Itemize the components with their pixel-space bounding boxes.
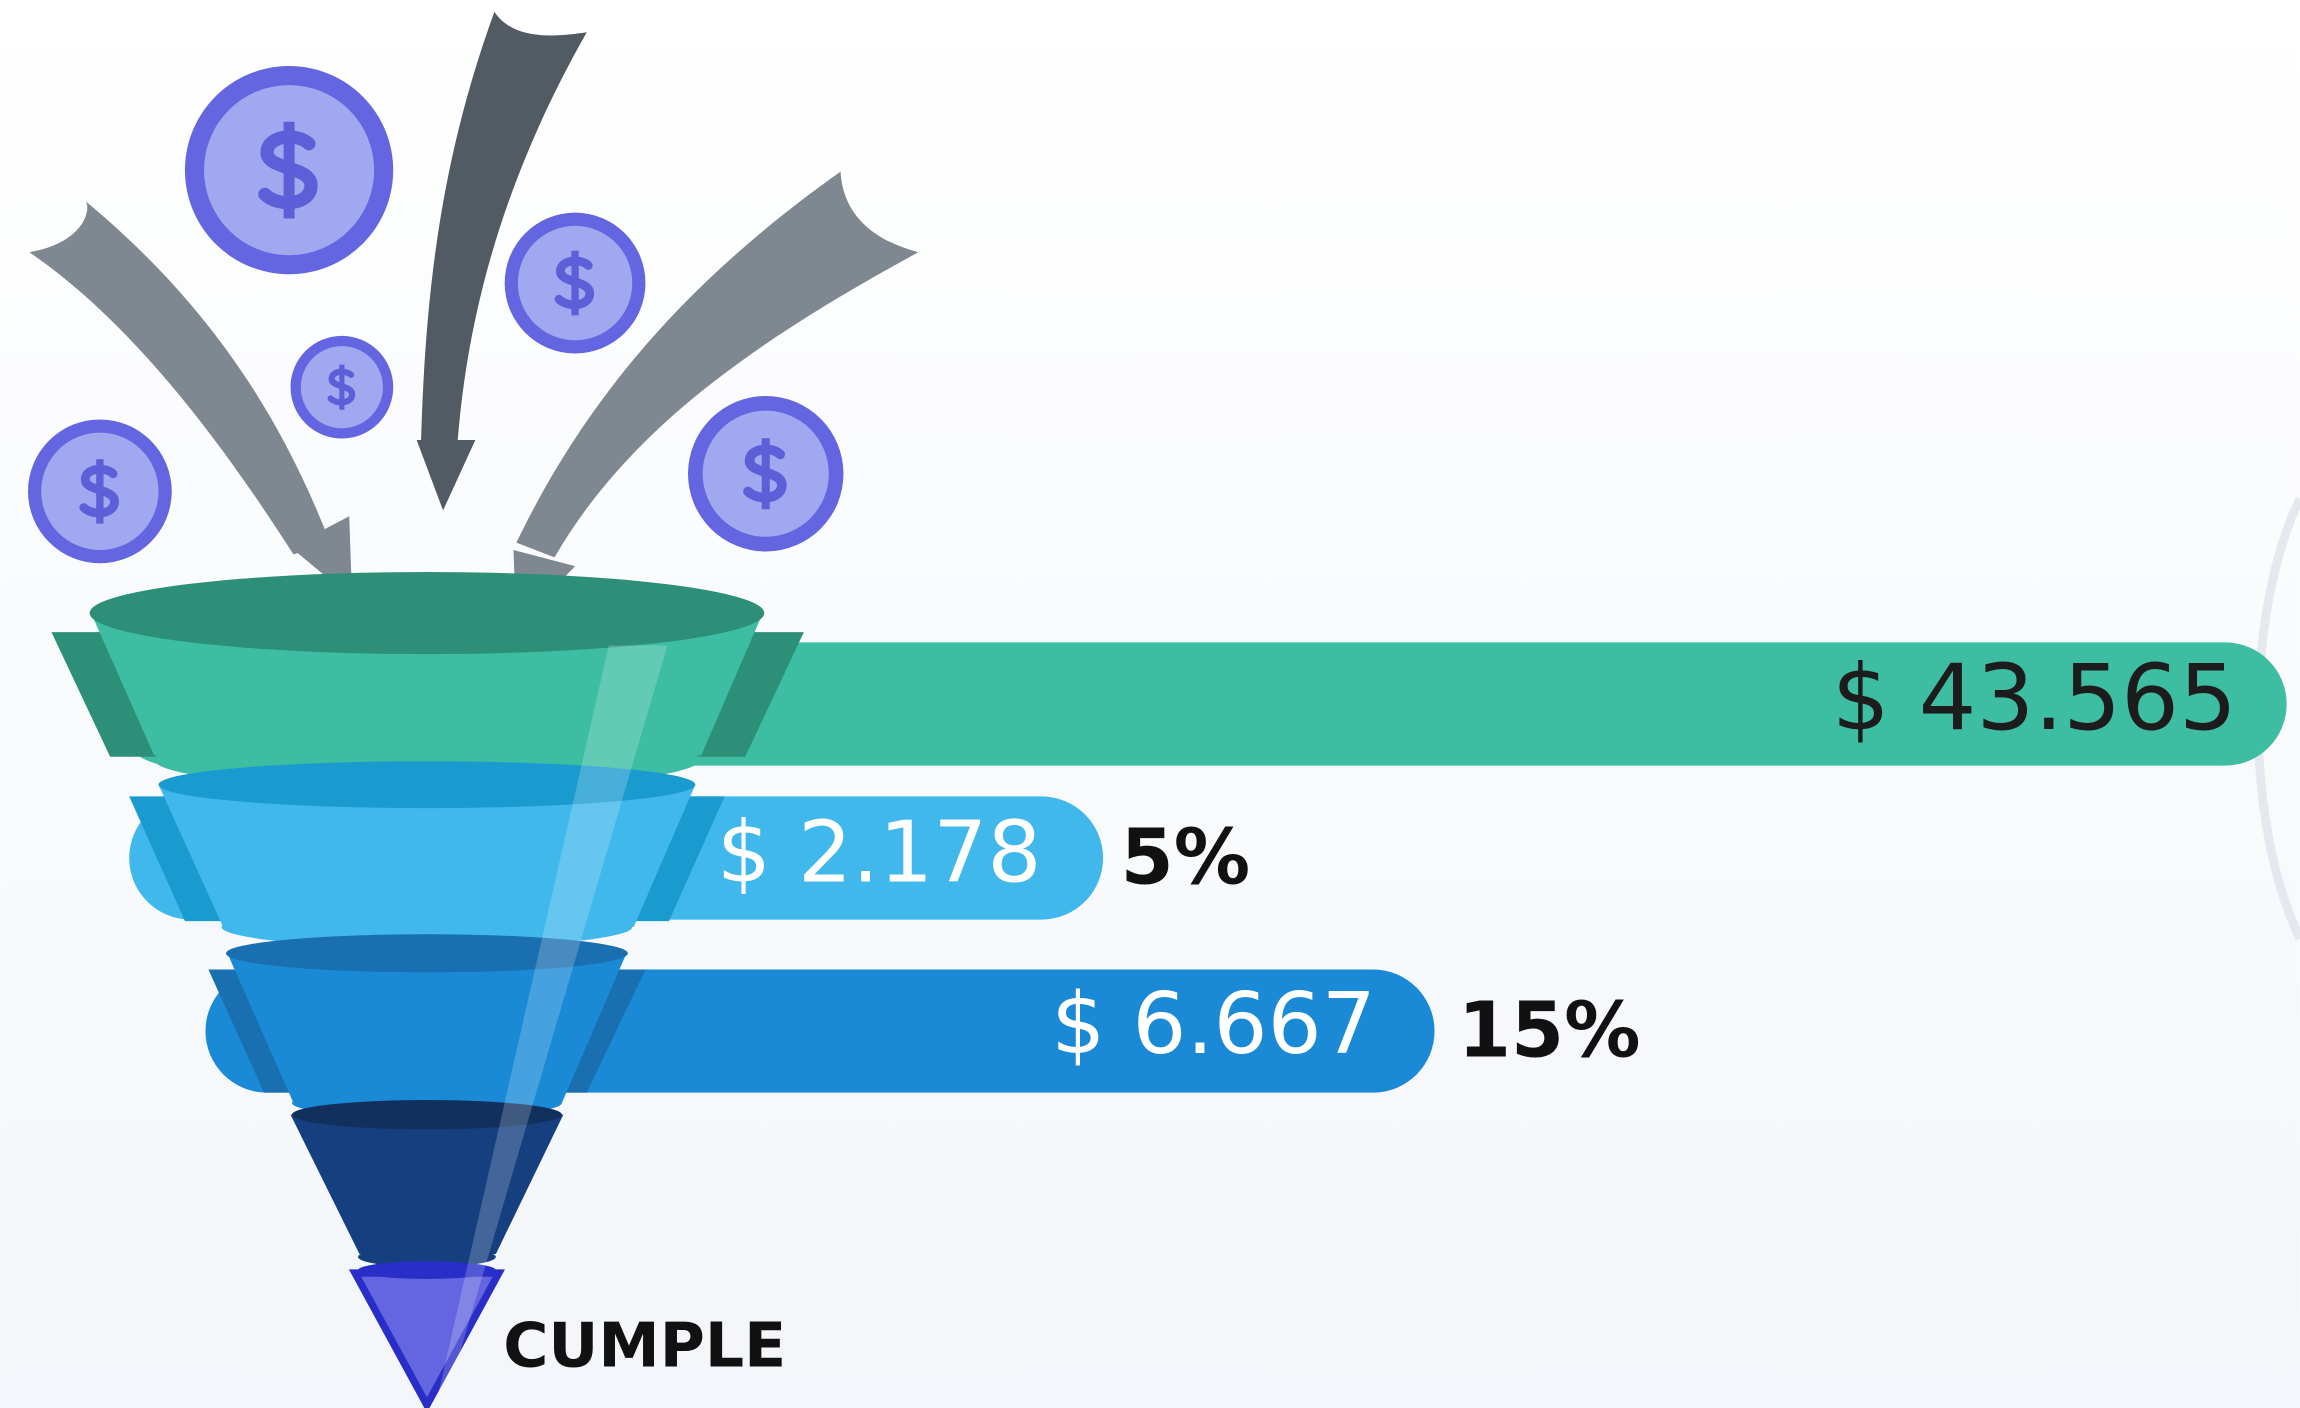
page: $ 43.565 $ 2.178 5% $ 6.667 15% CUMPLE (… [0, 0, 2300, 1408]
footer-label: CUMPLE [503, 1309, 786, 1381]
amount-label: $ 6.667 [1051, 975, 1376, 1074]
amount-label: $ 43.565 [1832, 646, 2237, 751]
percent-label: 15% [1458, 985, 1641, 1074]
percent-label: 5% [1121, 812, 1250, 901]
infographic: $ 43.565 $ 2.178 5% $ 6.667 15% CUMPLE [0, 0, 2300, 1408]
amount-label: $ 2.178 [717, 803, 1042, 902]
